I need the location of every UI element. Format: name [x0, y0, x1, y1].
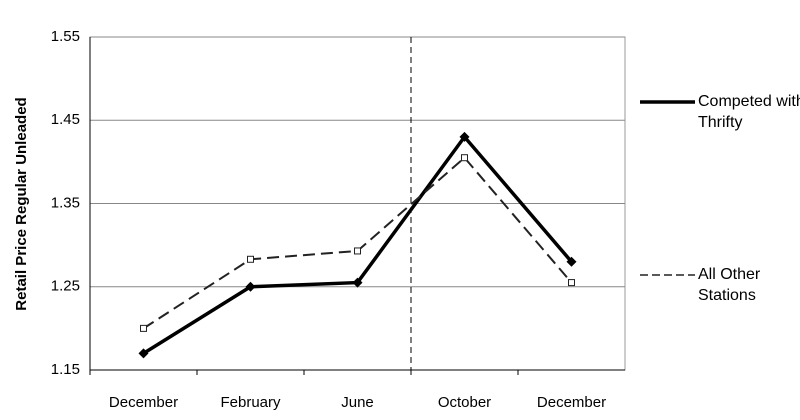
legend-label: Competed with Thrifty	[698, 93, 800, 131]
x-tick-label: June	[341, 394, 374, 411]
series-line	[142, 134, 573, 355]
y-tick-label: 1.55	[51, 28, 80, 45]
x-tick-label: December	[537, 394, 606, 411]
marker	[245, 281, 256, 292]
x-tick-label: February	[220, 394, 281, 411]
marker	[138, 348, 149, 359]
marker	[352, 277, 363, 288]
x-tick-label: December	[109, 394, 178, 411]
y-tick-label: 1.45	[51, 111, 80, 128]
marker	[566, 256, 577, 267]
y-tick-label: 1.25	[51, 278, 80, 295]
marker	[459, 131, 470, 142]
marker	[140, 324, 147, 332]
marker	[461, 154, 468, 162]
y-axis-label: Retail Price Regular Unleaded	[13, 97, 30, 310]
marker	[354, 247, 361, 255]
y-tick-label: 1.35	[51, 194, 80, 211]
marker	[568, 279, 575, 287]
marker	[247, 255, 254, 263]
series-line	[142, 156, 573, 330]
x-tick-label: October	[438, 394, 491, 411]
legend-label: All Other Stations	[698, 266, 761, 304]
y-tick-label: 1.15	[51, 361, 80, 378]
